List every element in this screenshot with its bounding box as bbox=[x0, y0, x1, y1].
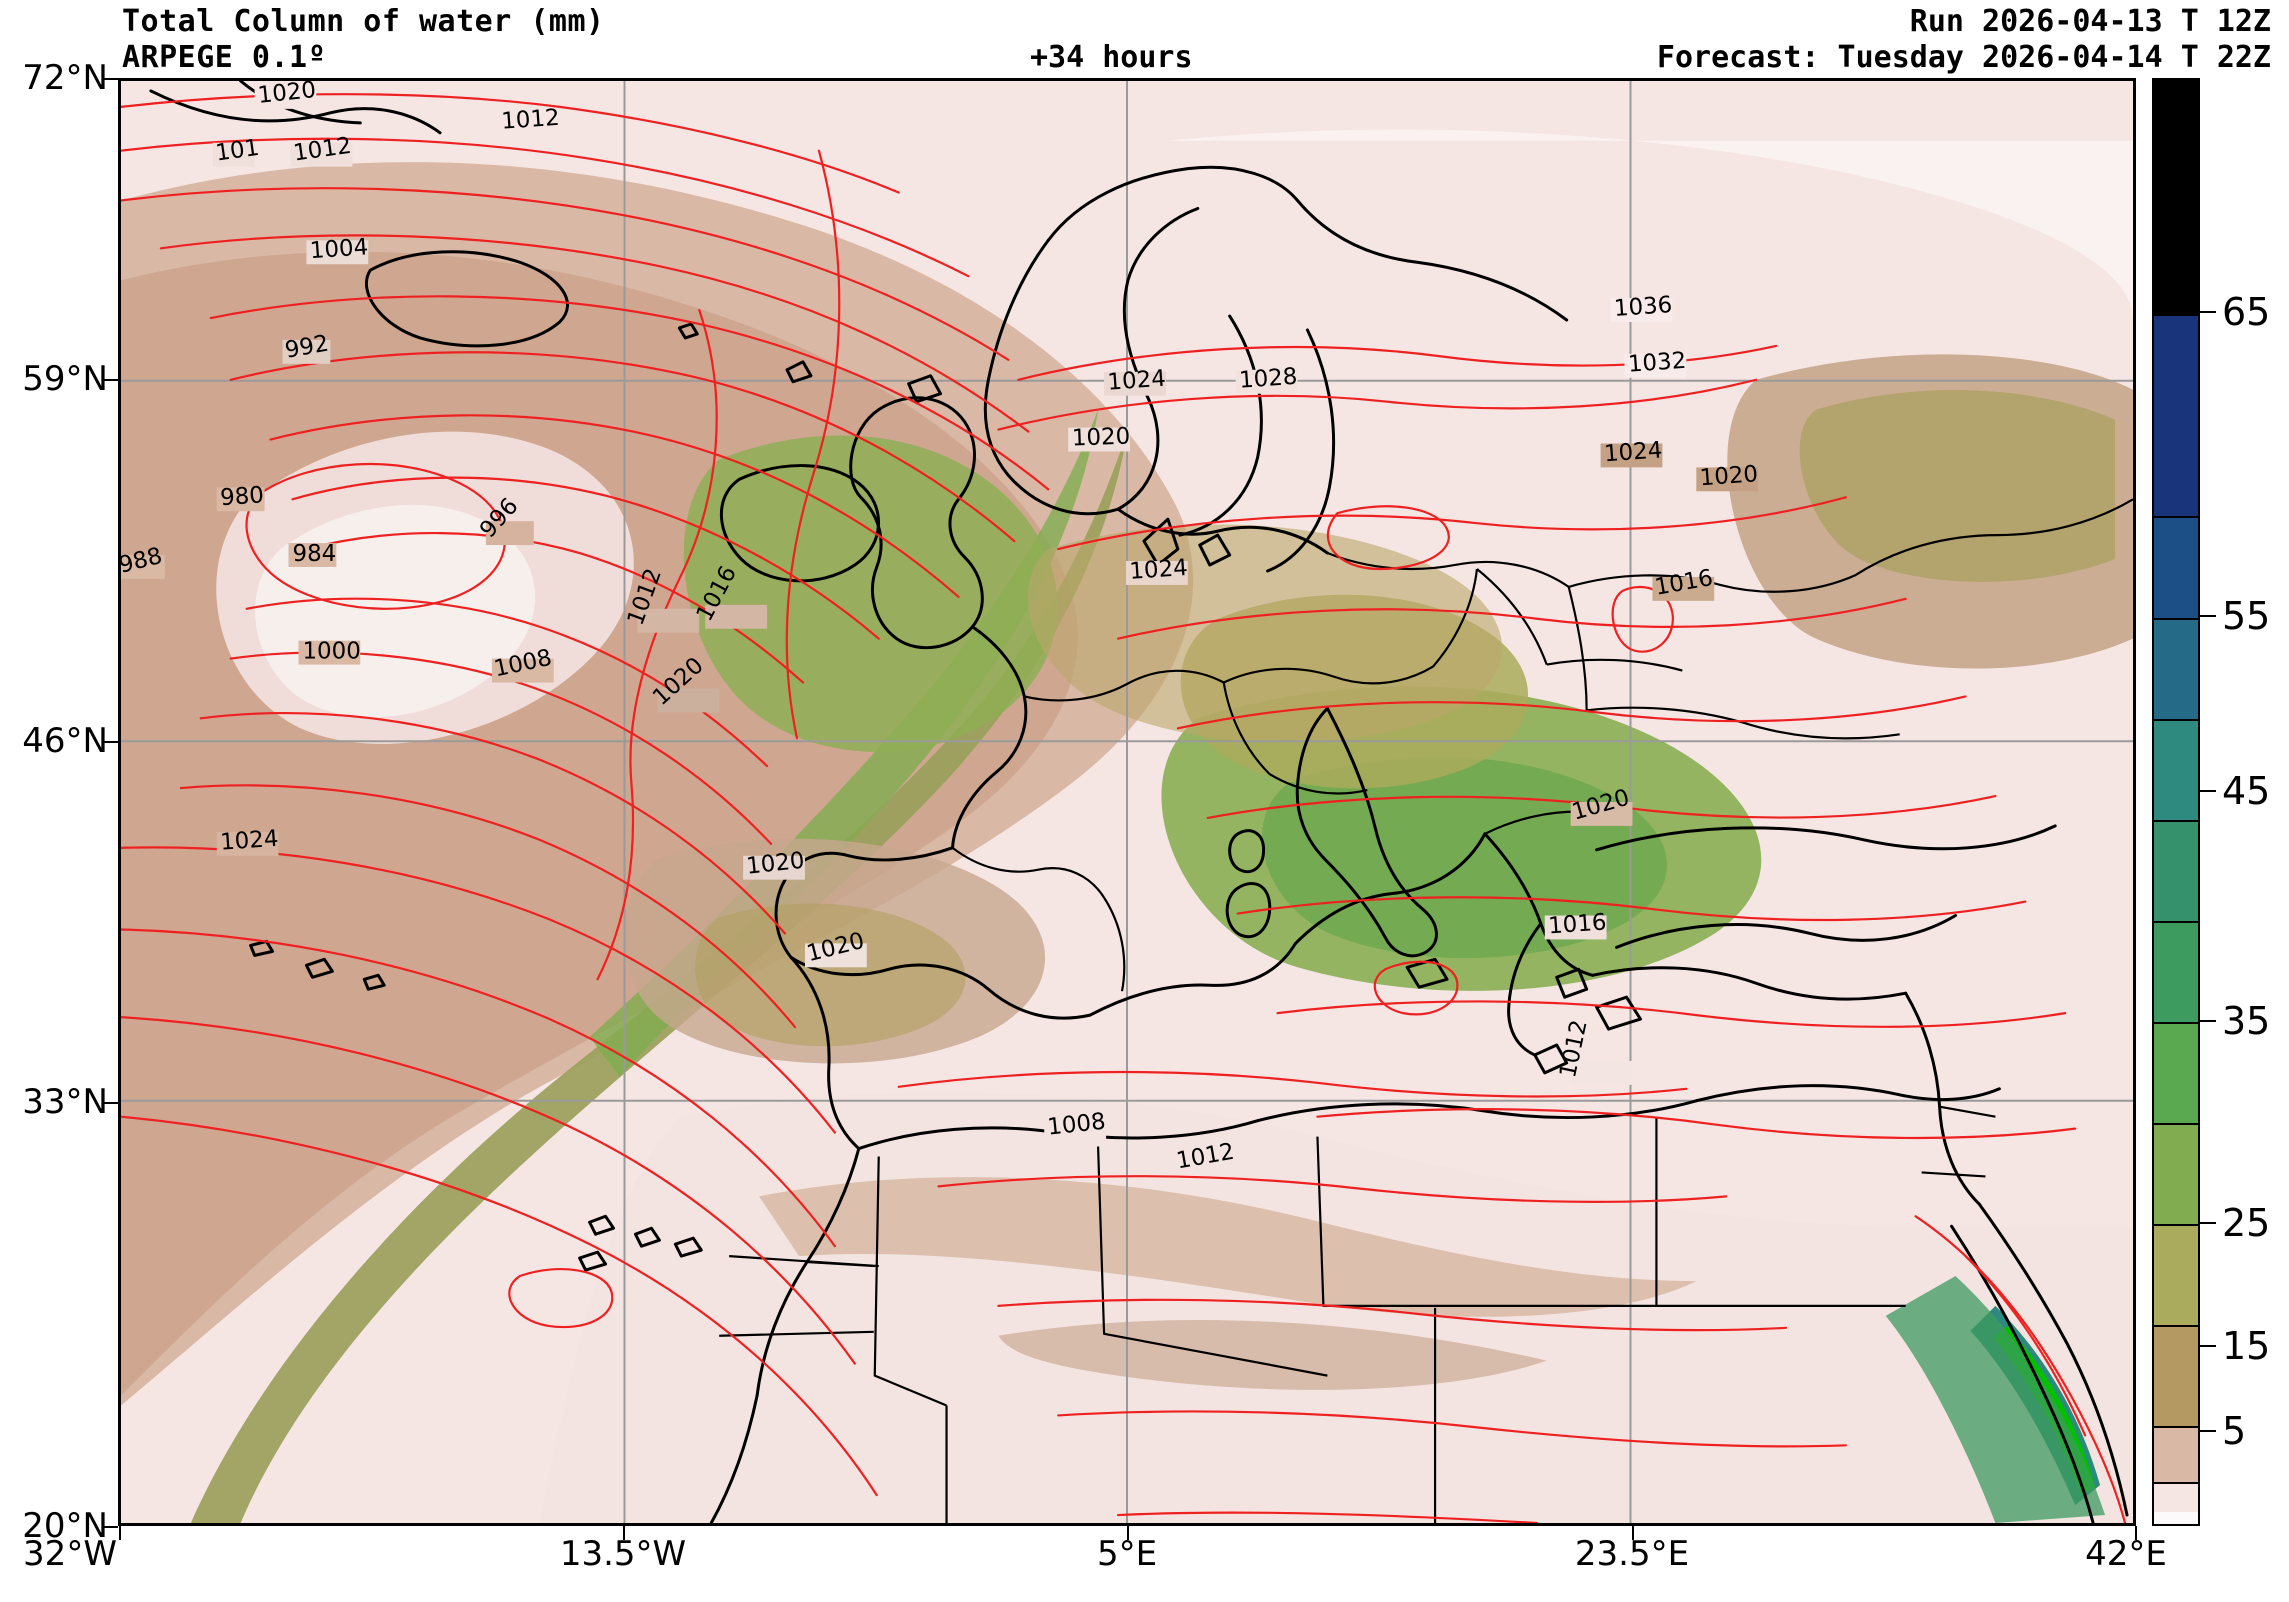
cbar-sep-65 bbox=[2154, 314, 2198, 316]
cbar-seg-4 bbox=[2154, 1224, 2198, 1325]
svg-text:1012: 1012 bbox=[500, 105, 560, 135]
map-canvas: 1020 1012 1012 101 1004 992 980 984 988 … bbox=[121, 81, 2133, 1523]
cbar-label-15: 15 bbox=[2222, 1324, 2271, 1368]
cbar-tick-25 bbox=[2200, 1222, 2216, 1224]
lon-tick-5e bbox=[1127, 1526, 1129, 1540]
cbar-seg-11 bbox=[2154, 516, 2198, 618]
cbar-seg-3 bbox=[2154, 1325, 2198, 1426]
colorbar[interactable] bbox=[2152, 78, 2200, 1526]
cbar-tick-65 bbox=[2200, 311, 2216, 313]
cbar-seg-5 bbox=[2154, 1123, 2198, 1224]
lon-tick-32w bbox=[119, 1526, 121, 1540]
lat-label-59: 59°N bbox=[22, 359, 108, 399]
lat-tick-33 bbox=[104, 1102, 118, 1104]
lon-label-235e: 23.5°E bbox=[1574, 1534, 1690, 1574]
svg-text:1020: 1020 bbox=[1071, 423, 1130, 451]
cbar-seg-12 bbox=[2154, 314, 2198, 516]
cbar-tick-55 bbox=[2200, 615, 2216, 617]
cbar-sep-55 bbox=[2154, 618, 2198, 620]
cbar-sep-45 bbox=[2154, 820, 2198, 822]
lat-label-33: 33°N bbox=[22, 1082, 108, 1122]
svg-text:1024: 1024 bbox=[1603, 437, 1663, 467]
svg-text:1024: 1024 bbox=[1129, 555, 1189, 585]
svg-text:1028: 1028 bbox=[1238, 364, 1298, 394]
field-patch-iberia-core bbox=[695, 903, 966, 1047]
cbar-label-25: 25 bbox=[2222, 1201, 2271, 1245]
cbar-sep-10 bbox=[2154, 1482, 2198, 1484]
lon-label-42e: 42°E bbox=[2085, 1534, 2167, 1574]
lon-tick-235e bbox=[1632, 1526, 1634, 1540]
field-sahara-streak1 bbox=[759, 1177, 1697, 1317]
cbar-seg-10 bbox=[2154, 618, 2198, 719]
cbar-tick-35 bbox=[2200, 1020, 2216, 1022]
cbar-seg-2 bbox=[2154, 1426, 2198, 1482]
cbar-sep-20 bbox=[2154, 1325, 2198, 1327]
svg-text:101: 101 bbox=[214, 135, 261, 167]
cbar-seg-7 bbox=[2154, 921, 2198, 1022]
cbar-seg-9 bbox=[2154, 719, 2198, 820]
svg-text:1024: 1024 bbox=[219, 826, 279, 856]
lat-label-20: 20°N bbox=[22, 1506, 108, 1546]
forecast-valid-label: Forecast: Tuesday 2026-04-14 T 22Z bbox=[1656, 40, 2271, 75]
field-ribbon-green bbox=[589, 409, 1099, 1077]
cbar-seg-1 bbox=[2154, 1482, 2198, 1512]
lon-label-5e: 5°E bbox=[1096, 1534, 1158, 1574]
svg-text:1016: 1016 bbox=[1547, 909, 1607, 939]
cbar-sep-60 bbox=[2154, 516, 2198, 518]
model-label: ARPEGE 0.1º bbox=[122, 40, 327, 75]
cbar-sep-25 bbox=[2154, 1224, 2198, 1226]
svg-text:1032: 1032 bbox=[1627, 348, 1687, 378]
cbar-sep-30 bbox=[2154, 1123, 2198, 1125]
cbar-seg-8 bbox=[2154, 820, 2198, 921]
lat-label-46: 46°N bbox=[22, 721, 108, 761]
cbar-sep-50 bbox=[2154, 719, 2198, 721]
field-patch-britain bbox=[683, 435, 1058, 753]
lat-tick-20 bbox=[104, 1526, 118, 1528]
map-plot-area[interactable]: 1020 1012 1012 101 1004 992 980 984 988 … bbox=[118, 78, 2136, 1526]
cbar-label-45: 45 bbox=[2222, 769, 2271, 813]
cbar-tick-45 bbox=[2200, 790, 2216, 792]
lon-label-135w: 13.5°W bbox=[559, 1534, 687, 1574]
svg-text:1020: 1020 bbox=[745, 848, 806, 880]
run-timestamp-label: Run 2026-04-13 T 12Z bbox=[1909, 4, 2271, 39]
field-redsea-halo bbox=[1885, 1276, 2106, 1523]
cbar-label-5: 5 bbox=[2222, 1409, 2247, 1453]
lat-tick-72 bbox=[104, 78, 118, 80]
lon-tick-135w bbox=[623, 1526, 625, 1540]
page-title: Total Column of water (mm) bbox=[122, 4, 605, 39]
lon-label-32w: 32°W bbox=[23, 1534, 117, 1574]
svg-text:980: 980 bbox=[219, 482, 264, 511]
lat-tick-46 bbox=[104, 741, 118, 743]
cbar-sep-40 bbox=[2154, 921, 2198, 923]
lat-label-72: 72°N bbox=[22, 58, 108, 98]
cbar-label-55: 55 bbox=[2222, 594, 2271, 638]
field-patch-eeurope-core bbox=[1799, 390, 2116, 582]
svg-text:1024: 1024 bbox=[1107, 366, 1167, 396]
cbar-sep-15 bbox=[2154, 1426, 2198, 1428]
cbar-tick-15 bbox=[2200, 1345, 2216, 1347]
svg-text:1020: 1020 bbox=[1699, 461, 1759, 491]
national-borders bbox=[719, 498, 2133, 1523]
cbar-tick-5 bbox=[2200, 1430, 2216, 1432]
isobar-contours bbox=[121, 93, 2127, 1523]
lon-tick-42e bbox=[2135, 1526, 2137, 1540]
cbar-seg-13 bbox=[2154, 80, 2198, 314]
cbar-seg-6 bbox=[2154, 1022, 2198, 1123]
svg-text:1004: 1004 bbox=[309, 234, 369, 264]
field-sahara-streak2 bbox=[998, 1320, 1547, 1390]
field-scandi bbox=[1167, 129, 2133, 321]
svg-text:1036: 1036 bbox=[1613, 292, 1673, 322]
lead-time-label: +34 hours bbox=[1030, 40, 1193, 75]
lat-tick-59 bbox=[104, 379, 118, 381]
svg-text:1008: 1008 bbox=[1046, 1109, 1107, 1141]
field-patch-med-core bbox=[1262, 757, 1668, 959]
cbar-sep-35 bbox=[2154, 1022, 2198, 1024]
field-ribbon-olive bbox=[190, 429, 1128, 1523]
cbar-seg-0 bbox=[2154, 1512, 2198, 1524]
cbar-label-35: 35 bbox=[2222, 999, 2271, 1043]
svg-text:984: 984 bbox=[292, 541, 336, 567]
svg-text:1000: 1000 bbox=[302, 639, 360, 665]
cbar-label-65: 65 bbox=[2222, 290, 2271, 334]
